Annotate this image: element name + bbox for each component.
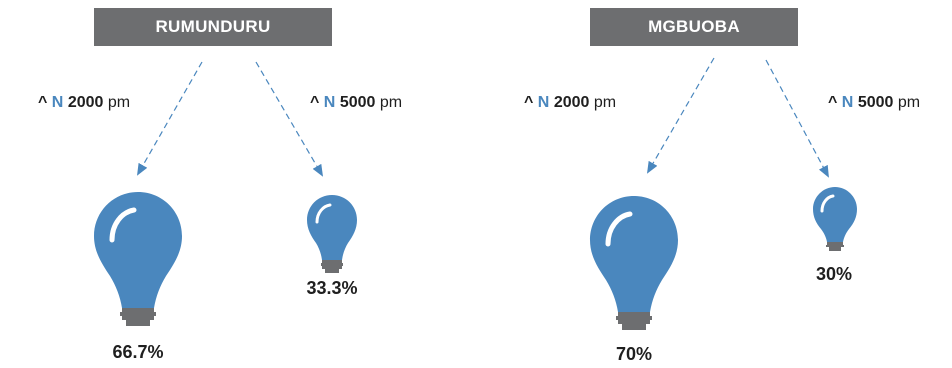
caret-symbol: ^ (524, 94, 534, 111)
rate-amount: 5000 (857, 94, 894, 111)
currency-symbol: N (51, 94, 64, 111)
lightbulb-icon (812, 186, 858, 252)
share-percentage: 70% (615, 344, 653, 364)
location-header: MGBUOBA (590, 8, 798, 46)
caret-symbol: ^ (38, 94, 48, 111)
location-header: RUMUNDURU (94, 8, 332, 46)
rate-label-2000: ^ N 2000 pm (38, 94, 130, 112)
rate-unit: pm (593, 94, 617, 111)
dashed-arrow-left (646, 57, 715, 174)
lightbulb-icon (588, 194, 680, 334)
dashed-arrow-left (137, 61, 203, 176)
rate-label-5000: ^ N 5000 pm (310, 94, 402, 112)
share-percentage: 66.7% (112, 342, 164, 362)
connector-arrows (646, 57, 829, 178)
rate-unit: pm (107, 94, 131, 111)
share-percentage: 33.3% (306, 278, 358, 298)
rate-amount: 5000 (339, 94, 376, 111)
share-percentage: 30% (815, 264, 853, 284)
rate-amount: 2000 (553, 94, 590, 111)
panel-rumunduru: RUMUNDURU ^ N 2000 pm ^ N 5000 pm 66.7% … (38, 8, 402, 362)
lightbulb-icon (92, 190, 184, 330)
rate-unit: pm (897, 94, 921, 111)
currency-symbol: N (841, 94, 854, 111)
caret-symbol: ^ (310, 94, 320, 111)
caret-symbol: ^ (828, 94, 838, 111)
lightbulb-icon (306, 194, 358, 274)
rate-label-5000: ^ N 5000 pm (828, 94, 920, 112)
currency-symbol: N (323, 94, 336, 111)
connector-arrows (137, 61, 324, 177)
rate-label-2000: ^ N 2000 pm (524, 94, 616, 112)
panel-mgbuoba: MGBUOBA ^ N 2000 pm ^ N 5000 pm 70% 30% (476, 0, 952, 368)
location-name: RUMUNDURU (155, 17, 271, 36)
rate-amount: 2000 (67, 94, 104, 111)
location-name: MGBUOBA (648, 17, 740, 36)
dashed-arrow-right (255, 61, 324, 177)
currency-symbol: N (537, 94, 550, 111)
dashed-arrow-right (765, 59, 829, 178)
rate-unit: pm (379, 94, 403, 111)
